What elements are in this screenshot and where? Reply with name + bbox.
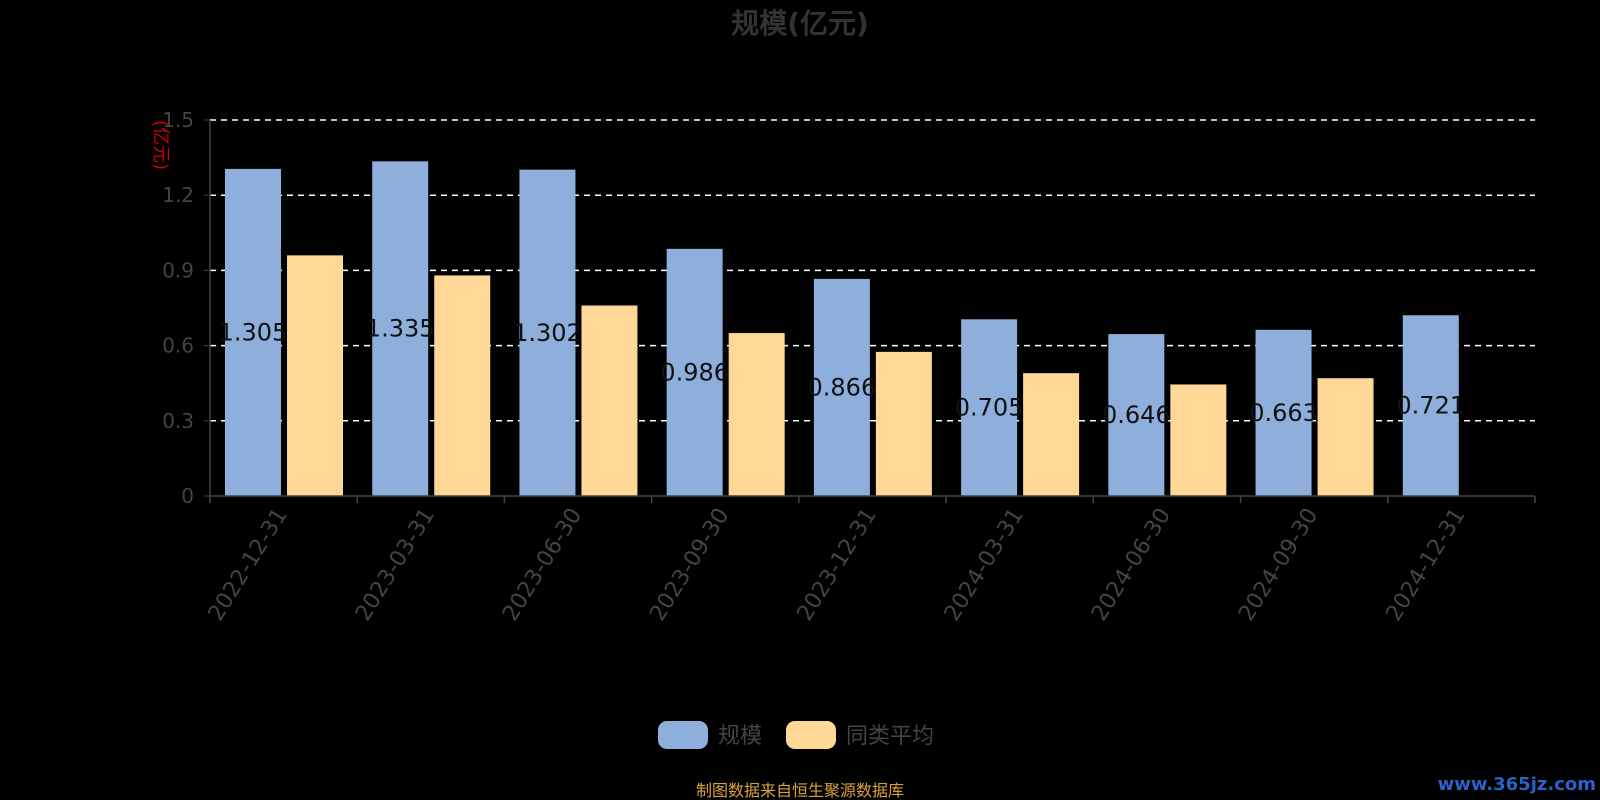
bar-peer-average[interactable] [1170, 384, 1227, 496]
bar-scale[interactable] [666, 248, 723, 496]
watermark: www.365jz.com [1438, 774, 1596, 795]
bar-scale[interactable] [372, 161, 429, 497]
bar-peer-average[interactable] [581, 305, 638, 496]
bar-peer-average[interactable] [434, 275, 491, 496]
bar-value-label: 1.305 [219, 318, 288, 346]
bar-value-label: 0.646 [1102, 401, 1171, 429]
legend-swatch-scale[interactable] [658, 721, 708, 749]
bar-peer-average[interactable] [875, 351, 932, 496]
bar-value-label: 0.986 [660, 358, 729, 386]
y-tick-label: 1.2 [162, 183, 194, 207]
bar-scale[interactable] [1108, 334, 1165, 496]
y-tick-label: 0.9 [162, 258, 194, 282]
legend-label-peer-average[interactable]: 同类平均 [846, 724, 934, 749]
bar-value-label: 0.721 [1396, 392, 1465, 420]
bar-scale[interactable] [813, 278, 870, 496]
bar-value-label: 0.705 [955, 394, 1024, 422]
bar-value-label: 1.302 [513, 319, 582, 347]
legend[interactable]: 规模 同类平均 [658, 721, 934, 749]
bar-labels: 1.305 1.335 1.302 0.986 0.866 0.705 0.646 0.663… [219, 315, 1465, 429]
legend-swatch-peer-average[interactable] [786, 721, 836, 749]
bar-peer-average[interactable] [728, 333, 785, 496]
chart-title: 规模(亿元) [731, 7, 869, 40]
data-source-note: 制图数据来自恒生聚源数据库 [696, 781, 904, 800]
x-tick-label: 2024-06-30 [1087, 504, 1176, 626]
x-tick-label: 2023-09-30 [645, 504, 734, 626]
bar-peer-average[interactable] [287, 255, 343, 496]
bars [225, 161, 1459, 497]
x-tick-label: 2024-03-31 [940, 504, 1029, 626]
bar-peer-average[interactable] [1023, 373, 1080, 496]
y-tick-label: 1.5 [162, 108, 194, 132]
x-tick-label: 2024-12-31 [1382, 504, 1471, 626]
bar-scale[interactable] [961, 319, 1018, 496]
x-tick-label: 2023-06-30 [498, 504, 587, 626]
y-tick-label: 0.6 [162, 334, 194, 358]
bar-scale[interactable] [1402, 315, 1459, 496]
x-tick-label: 2023-03-31 [351, 504, 440, 626]
bar-value-label: 0.663 [1249, 399, 1318, 427]
bar-value-label: 1.335 [366, 315, 435, 343]
bar-scale[interactable] [225, 168, 281, 496]
y-tick-label: 0 [181, 484, 194, 508]
x-tick-label: 2022-12-31 [204, 504, 293, 626]
bar-scale[interactable] [519, 169, 576, 496]
legend-label-scale[interactable]: 规模 [718, 724, 762, 749]
x-tick-label: 2023-12-31 [793, 504, 882, 626]
grid-lines [210, 119, 1535, 422]
y-axis-ticks: 0 0.3 0.6 0.9 1.2 1.5 [162, 108, 210, 508]
x-tick-label: 2024-09-30 [1234, 504, 1323, 626]
bar-value-label: 0.866 [808, 373, 877, 401]
y-axis-unit: (亿元) [150, 120, 171, 170]
bar-peer-average[interactable] [1317, 378, 1374, 496]
y-tick-label: 0.3 [162, 409, 194, 433]
bar-scale[interactable] [1255, 329, 1312, 496]
